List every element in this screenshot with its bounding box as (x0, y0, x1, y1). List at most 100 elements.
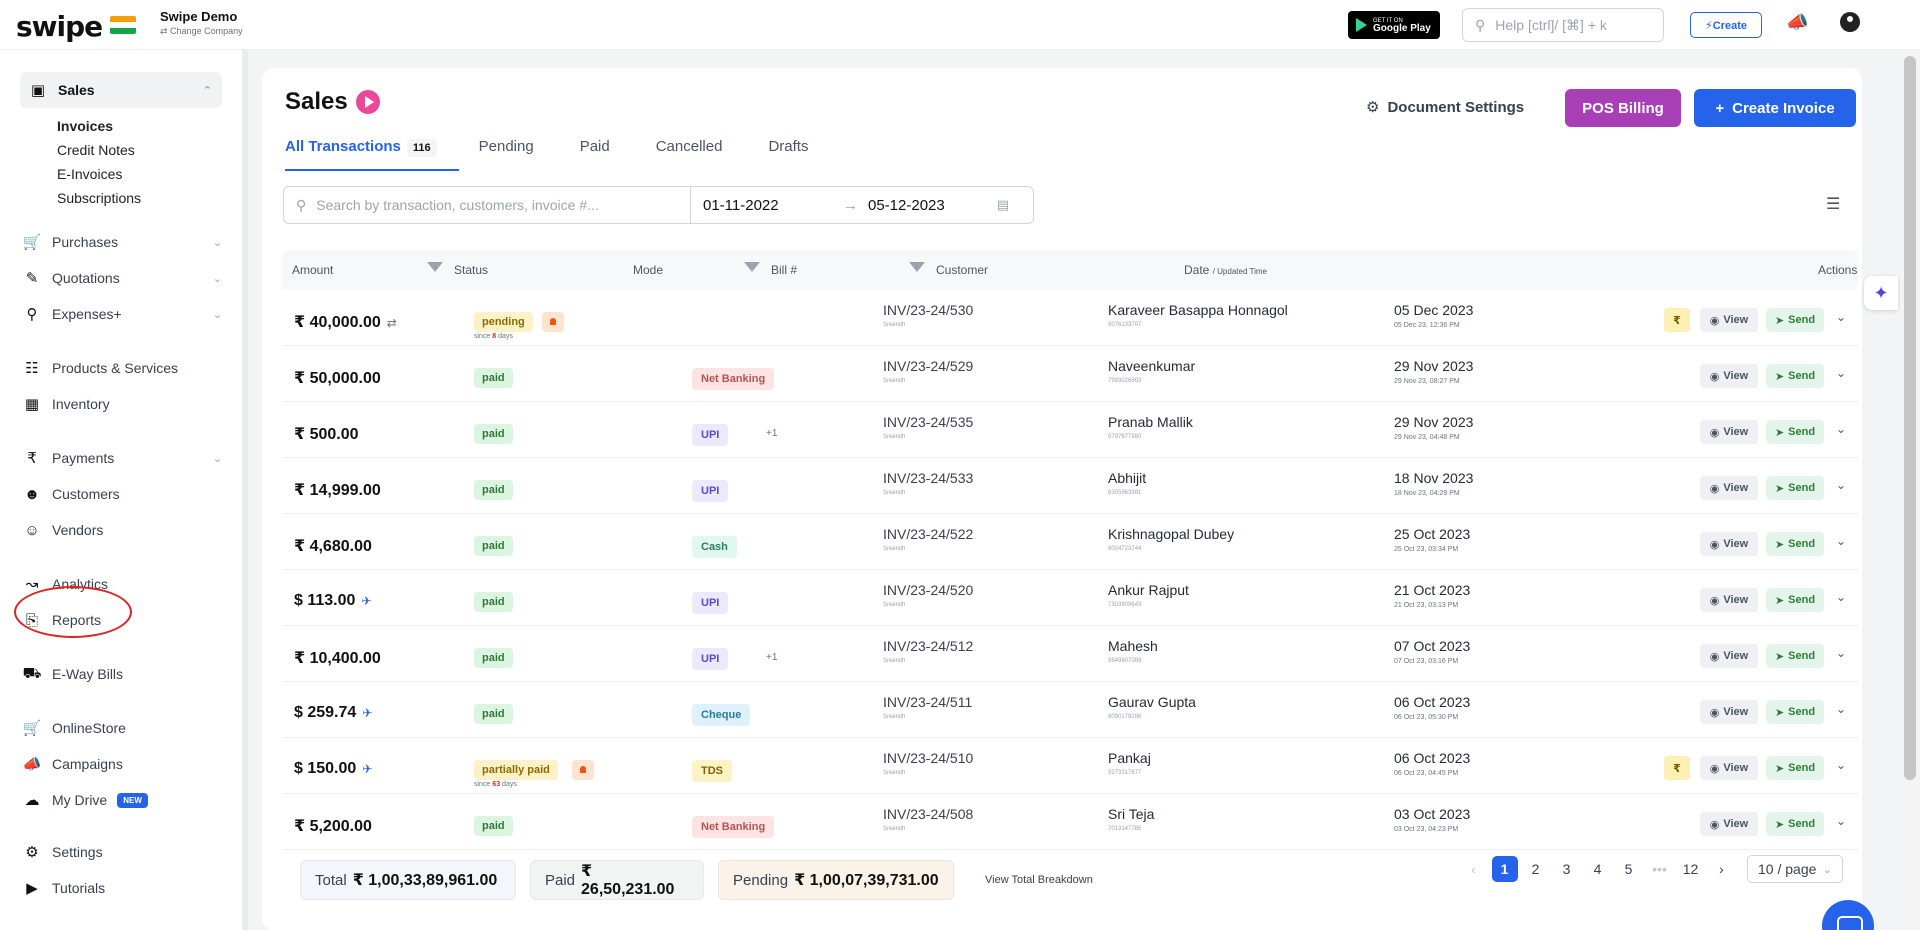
date-from[interactable]: 01-11-2022 (703, 196, 779, 214)
customer-name[interactable]: Krishnagopal Dubey (1108, 526, 1235, 542)
record-payment-button[interactable]: ₹ (1664, 756, 1690, 780)
google-play-badge[interactable]: GET IT ON Google Play (1348, 11, 1440, 39)
prev-page-icon[interactable]: ‹ (1471, 861, 1476, 877)
search-input[interactable]: ⚲ Search by transaction, customers, invo… (283, 186, 691, 224)
extra-modes-count[interactable]: +1 (766, 428, 778, 439)
view-button[interactable]: ◉ View (1700, 364, 1758, 388)
help-search-input[interactable]: ⚲ Help [ctrl]/ [⌘] + k (1462, 8, 1664, 42)
company-switcher[interactable]: Swipe Demo ⇄ Change Company (160, 9, 243, 37)
customer-name[interactable]: Abhijit (1108, 470, 1147, 486)
sidebar-item-customers[interactable]: ☻ Customers (22, 479, 222, 509)
sidebar-item-settings[interactable]: ⚙ Settings (22, 837, 222, 867)
customer-name[interactable]: Naveenkumar (1108, 358, 1196, 374)
sidebar-item-sales[interactable]: ▣ Sales ⌃ (20, 72, 222, 108)
view-button[interactable]: ◉ View (1700, 308, 1758, 332)
page-5[interactable]: 5 (1624, 861, 1633, 877)
page-2[interactable]: 2 (1531, 861, 1540, 877)
table-row[interactable]: ₹ 40,000.00 ⇄ pending since 8 days INV/23-24… (282, 290, 1858, 346)
bill-number[interactable]: INV/23-24/533 (883, 470, 974, 486)
bill-number[interactable]: INV/23-24/529 (883, 358, 974, 374)
create-invoice-button[interactable]: + Create Invoice (1694, 89, 1856, 127)
table-row[interactable]: $ 259.74 ✈ paid Cheque INV/23-24/511 Sreenith… (282, 682, 1858, 738)
view-button[interactable]: ◉ View (1700, 588, 1758, 612)
filter-funnel-icon[interactable] (909, 262, 925, 272)
create-button[interactable]: ⚡Create (1690, 12, 1762, 38)
sidebar-sub-credit-notes[interactable]: Credit Notes (57, 142, 135, 158)
table-row[interactable]: $ 150.00 ✈ partially paid since 63 days TDS I… (282, 738, 1858, 794)
page-3[interactable]: 3 (1562, 861, 1571, 877)
tab-paid[interactable]: Paid (579, 138, 610, 155)
header-bill[interactable]: Bill # (771, 263, 798, 277)
record-payment-button[interactable]: ₹ (1664, 308, 1690, 332)
customer-name[interactable]: Mahesh (1108, 638, 1158, 654)
table-row[interactable]: ₹ 50,000.00 paid Net Banking INV/23-24/529 S… (282, 346, 1858, 402)
header-status[interactable]: Status (454, 263, 489, 277)
reminder-bell-icon[interactable] (572, 760, 594, 780)
sidebar-sub-subscriptions[interactable]: Subscriptions (57, 190, 142, 206)
swipe-logo[interactable]: swipe (16, 10, 103, 43)
customer-name[interactable]: Sri Teja (1108, 806, 1155, 822)
tab-pending[interactable]: Pending (478, 138, 534, 155)
bill-number[interactable]: INV/23-24/512 (883, 638, 974, 654)
send-button[interactable]: ➤ Send (1766, 308, 1824, 332)
bill-number[interactable]: INV/23-24/530 (883, 302, 974, 318)
table-row[interactable]: ₹ 4,680.00 paid Cash INV/23-24/522 Sreenith K… (282, 514, 1858, 570)
sidebar-item-campaigns[interactable]: 📣 Campaigns (22, 749, 222, 779)
chevron-down-icon[interactable]: ⌄ (1836, 590, 1847, 604)
sidebar-item-payments[interactable]: ₹ Payments ⌄ (22, 443, 222, 473)
sidebar-item-tutorials[interactable]: ▶ Tutorials (22, 873, 222, 903)
send-button[interactable]: ➤ Send (1766, 756, 1824, 780)
tab-all-transactions[interactable]: All Transactions 116 (285, 138, 459, 171)
sidebar-item-vendors[interactable]: ☺ Vendors (22, 515, 222, 545)
send-button[interactable]: ➤ Send (1766, 476, 1824, 500)
next-page-icon[interactable]: › (1719, 861, 1724, 877)
page-1[interactable]: 1 (1489, 856, 1520, 882)
date-to[interactable]: 05-12-2023 (868, 196, 945, 214)
chevron-down-icon[interactable]: ⌄ (1836, 758, 1847, 772)
table-row[interactable]: ₹ 14,999.00 paid UPI INV/23-24/533 Sreenith A… (282, 458, 1858, 514)
customer-name[interactable]: Pankaj (1108, 750, 1151, 766)
document-settings-button[interactable]: ⚙ Document Settings (1366, 98, 1524, 117)
bill-number[interactable]: INV/23-24/508 (883, 806, 974, 822)
bill-number[interactable]: INV/23-24/535 (883, 414, 974, 430)
filter-funnel-icon[interactable] (744, 262, 760, 272)
ai-sparkle-icon[interactable]: ✦ (1864, 276, 1898, 310)
bill-number[interactable]: INV/23-24/511 (883, 694, 973, 710)
send-button[interactable]: ➤ Send (1766, 700, 1824, 724)
customer-name[interactable]: Ankur Rajput (1108, 582, 1189, 598)
extra-modes-count[interactable]: +1 (766, 652, 778, 663)
sidebar-item-quotations[interactable]: ✎ Quotations ⌄ (22, 263, 222, 293)
send-button[interactable]: ➤ Send (1766, 532, 1824, 556)
chevron-down-icon[interactable]: ⌄ (1836, 422, 1847, 436)
filter-funnel-icon[interactable] (427, 262, 443, 272)
sidebar-item-products[interactable]: ☷ Products & Services (22, 353, 222, 383)
chevron-down-icon[interactable]: ⌄ (1836, 366, 1847, 380)
user-avatar-icon[interactable] (1840, 12, 1860, 32)
sidebar-item-purchases[interactable]: 🛒 Purchases ⌄ (22, 227, 222, 257)
view-button[interactable]: ◉ View (1700, 476, 1758, 500)
reminder-bell-icon[interactable] (542, 312, 564, 332)
sidebar-sub-invoices[interactable]: Invoices (57, 118, 114, 134)
tab-cancelled[interactable]: Cancelled (655, 138, 723, 155)
send-button[interactable]: ➤ Send (1766, 420, 1824, 444)
date-range-picker[interactable]: 01-11-2022 → 05-12-2023 ▤ (690, 186, 1034, 224)
tab-drafts[interactable]: Drafts (768, 138, 809, 155)
pos-billing-button[interactable]: POS Billing (1565, 89, 1681, 127)
view-button[interactable]: ◉ View (1700, 700, 1758, 724)
page-4[interactable]: 4 (1593, 861, 1602, 877)
chevron-down-icon[interactable]: ⌄ (1836, 534, 1847, 548)
send-button[interactable]: ➤ Send (1766, 588, 1824, 612)
customer-name[interactable]: Karaveer Basappa Honnagol (1108, 302, 1288, 318)
table-row[interactable]: ₹ 500.00 paid UPI +1 INV/23-24/535 Sreenith Pr… (282, 402, 1858, 458)
page-12[interactable]: 12 (1682, 861, 1699, 877)
chevron-down-icon[interactable]: ⌄ (1836, 478, 1847, 492)
bill-number[interactable]: INV/23-24/520 (883, 582, 974, 598)
customer-name[interactable]: Pranab Mallik (1108, 414, 1193, 430)
sidebar-item-eway-bills[interactable]: ⛟ E-Way Bills (22, 659, 222, 689)
announcement-icon[interactable]: 📣 (1786, 12, 1809, 32)
change-company-link[interactable]: ⇄ Change Company (160, 26, 243, 36)
sidebar-item-onlinestore[interactable]: 🛒 OnlineStore (22, 713, 222, 743)
customer-name[interactable]: Gaurav Gupta (1108, 694, 1196, 710)
bill-number[interactable]: INV/23-24/510 (883, 750, 974, 766)
view-button[interactable]: ◉ View (1700, 812, 1758, 836)
